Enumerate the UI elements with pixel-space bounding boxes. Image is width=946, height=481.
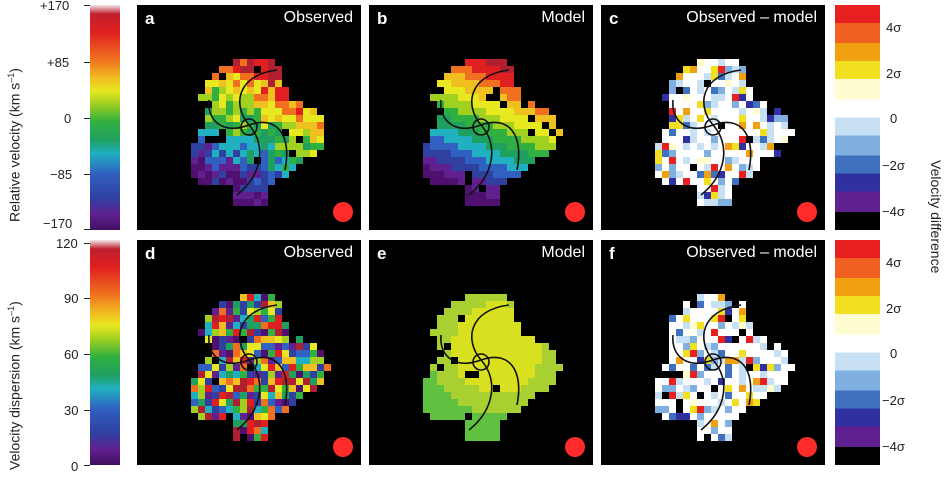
panel-letter: d: [145, 244, 156, 263]
panel-title: Model: [541, 9, 585, 26]
map-c: [655, 59, 795, 206]
difference-tick: −4σ: [882, 439, 905, 454]
velocity-tick: 0: [64, 111, 72, 126]
velocity-tick: −170: [43, 216, 73, 231]
difference-tick: 2σ: [886, 301, 902, 316]
panel-title: Observed: [283, 9, 353, 26]
panel-letter: e: [377, 244, 387, 263]
panel-title: Model: [541, 244, 585, 261]
panel-f: f Observed – model: [601, 240, 825, 465]
panel-letter: b: [377, 9, 388, 28]
beam-marker: [565, 437, 585, 457]
panel-title: Observed: [283, 244, 353, 261]
dispersion-tick: 60: [64, 347, 79, 362]
difference-tick: −2σ: [882, 158, 905, 173]
panel-letter: a: [145, 9, 155, 28]
velocity-tick: −85: [50, 167, 73, 182]
difference-colorbar-top: [835, 5, 880, 230]
panel-b: b Model: [369, 5, 593, 230]
dispersion-tick: 120: [56, 236, 78, 251]
difference-axis-label: Velocity difference: [928, 160, 944, 274]
map-f: [655, 294, 795, 441]
dispersion-tick: 0: [71, 459, 79, 474]
velocity-tick: +85: [47, 55, 70, 70]
difference-tick: 4σ: [886, 255, 902, 270]
panel-d: d Observed: [137, 240, 361, 465]
dispersion-colorbar: [90, 240, 120, 465]
map-e: [423, 294, 563, 441]
dispersion-tick: 30: [64, 403, 79, 418]
panel-letter: f: [609, 244, 615, 263]
panel-title: Observed – model: [686, 9, 817, 26]
difference-tick: 4σ: [886, 20, 902, 35]
beam-marker: [797, 437, 817, 457]
velocity-colorbar: [90, 5, 120, 230]
difference-tick: 0: [890, 346, 898, 361]
map-d: [191, 294, 331, 441]
difference-colorbar-bottom: [835, 240, 880, 465]
panel-title: Observed – model: [686, 244, 817, 261]
difference-tick: −4σ: [882, 204, 905, 219]
beam-marker: [333, 202, 353, 222]
beam-marker: [565, 202, 585, 222]
difference-tick: −2σ: [882, 393, 905, 408]
panel-c: c Observed – model: [601, 5, 825, 230]
panel-letter: c: [609, 9, 619, 28]
difference-tick: 2σ: [886, 66, 902, 81]
panel-e: e Model: [369, 240, 593, 465]
dispersion-axis-label: Velocity dispersion (km s–1): [6, 301, 23, 470]
beam-marker: [797, 202, 817, 222]
velocity-axis-label: Relative velocity (km s–1): [6, 68, 23, 222]
beam-marker: [333, 437, 353, 457]
difference-tick: 0: [890, 111, 898, 126]
panel-a: a Observed: [137, 5, 361, 230]
velocity-tick: +170: [40, 0, 70, 13]
map-b: [423, 59, 563, 206]
dispersion-tick: 90: [64, 291, 79, 306]
map-a: [191, 59, 324, 206]
